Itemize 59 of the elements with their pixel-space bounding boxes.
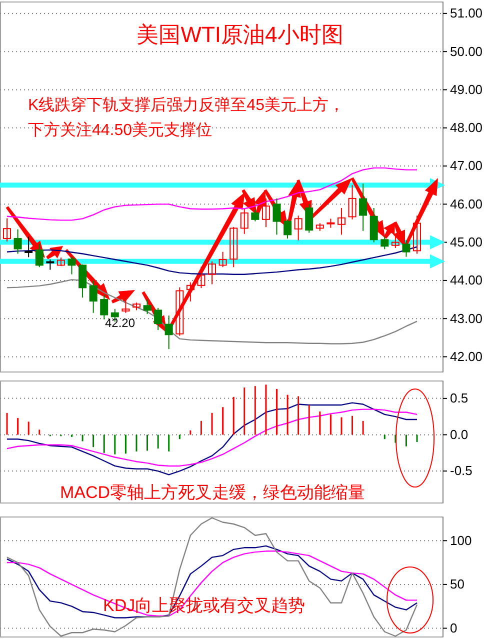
- line-series: [6, 408, 418, 467]
- y-tick-label: 45.00: [450, 234, 483, 250]
- candlestick: [359, 183, 368, 232]
- y-tick-label: 44.00: [450, 272, 483, 288]
- y-tick-label: -0.5: [450, 463, 472, 478]
- candlestick: [326, 218, 335, 228]
- candlestick: [14, 228, 22, 254]
- candlestick: [46, 258, 54, 270]
- candlestick: [24, 236, 33, 258]
- y-tick-label: 0: [450, 620, 458, 636]
- candlestick: [305, 204, 314, 234]
- candlestick: [3, 218, 11, 242]
- candlestick: [294, 215, 302, 241]
- candlestick: [380, 236, 389, 250]
- candlestick: [122, 297, 130, 314]
- candlestick: [284, 218, 292, 239]
- y-tick-label: 42.00: [450, 348, 483, 364]
- y-tick-label: 43.00: [450, 310, 483, 326]
- y-tick-label: 47.00: [450, 158, 483, 174]
- y-tick-label: 51.00: [450, 6, 483, 21]
- y-tick-label: 0.5: [450, 390, 468, 406]
- candlestick: [348, 184, 356, 220]
- y-tick-label: 48.00: [450, 120, 483, 136]
- y-tick-label: 0.0: [450, 426, 468, 442]
- y-tick-label: 46.00: [450, 196, 483, 212]
- candlestick: [337, 207, 346, 236]
- y-tick-label: 50.00: [450, 44, 483, 59]
- candlestick: [251, 209, 260, 222]
- y-tick-label: 100: [450, 532, 472, 548]
- candlestick: [370, 207, 378, 243]
- line-series: [6, 167, 418, 221]
- candlestick: [413, 215, 421, 254]
- candlestick: [154, 307, 162, 331]
- candlestick: [218, 251, 227, 268]
- text: 美国WTI原油4小时图: [136, 22, 344, 47]
- candlestick: [78, 264, 87, 298]
- candlestick: [230, 226, 238, 268]
- candlestick: [208, 260, 216, 285]
- candlestick: [89, 280, 98, 314]
- y-tick-label: 50: [450, 576, 464, 592]
- candlestick: [35, 243, 44, 268]
- annotation: MACD零轴上方死叉走缓，绿色动能缩量: [60, 483, 366, 502]
- annotation: 42.20: [105, 316, 136, 330]
- line-series: [6, 402, 418, 476]
- candlestick: [176, 286, 184, 336]
- candlestick: [240, 208, 248, 234]
- candlestick: [164, 315, 173, 350]
- candlestick: [68, 256, 76, 275]
- candlestick: [402, 240, 410, 258]
- candlestick: [262, 198, 270, 228]
- annotation: K线跌穿下轨支撑后强力反弹至45美元上方，: [28, 96, 344, 114]
- candlestick: [391, 234, 400, 249]
- y-tick-label: 49.00: [450, 82, 483, 97]
- candlestick: [272, 198, 281, 236]
- candlestick: [100, 294, 108, 320]
- annotation: 下方关注44.50美元支撑位: [28, 121, 212, 139]
- candlestick: [186, 282, 194, 302]
- candlestick: [197, 266, 206, 289]
- candlestick: [143, 299, 152, 315]
